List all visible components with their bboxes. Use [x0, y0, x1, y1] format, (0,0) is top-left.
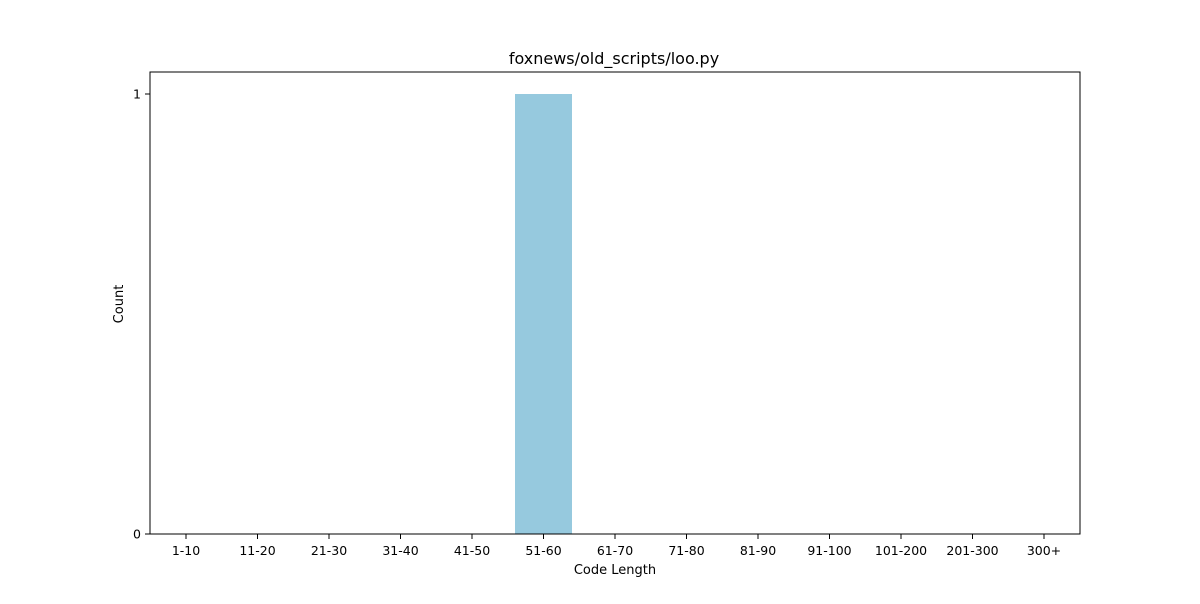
x-tick-label: 51-60 [525, 543, 561, 558]
x-tick-label: 201-300 [946, 543, 998, 558]
x-tick-label: 61-70 [597, 543, 633, 558]
y-tick-label: 1 [133, 87, 141, 102]
x-tick-label: 41-50 [454, 543, 490, 558]
y-tick-label: 0 [133, 527, 141, 542]
x-tick-label: 91-100 [807, 543, 851, 558]
x-tick-label: 81-90 [740, 543, 776, 558]
x-tick-label: 21-30 [311, 543, 347, 558]
bar-51-60 [515, 94, 572, 534]
x-tick-label: 101-200 [875, 543, 927, 558]
x-tick-label: 71-80 [668, 543, 704, 558]
y-axis-ticks: 01 [133, 87, 150, 542]
x-axis-ticks: 1-10 11-20 21-30 31-40 41-50 51-60 61-70 71-80 8… [172, 534, 1061, 558]
x-axis-label: Code Length [574, 563, 656, 578]
x-tick-label: 11-20 [239, 543, 275, 558]
x-tick-label: 31-40 [382, 543, 418, 558]
chart-title: foxnews/old_scripts/loo.py [509, 49, 719, 69]
x-tick-label: 300+ [1027, 543, 1061, 558]
y-axis-label: Count [112, 285, 127, 324]
x-tick-label: 1-10 [172, 543, 200, 558]
bars-layer [515, 94, 572, 534]
